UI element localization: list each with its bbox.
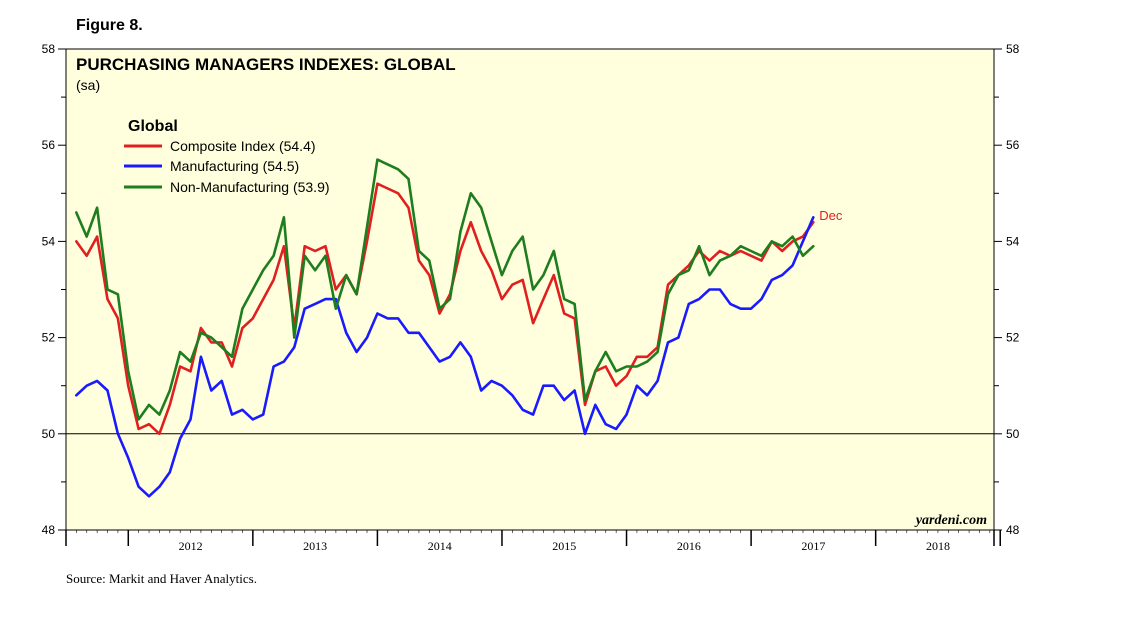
series-line-manufacturing (75, 216, 815, 498)
y-tick-label-left: 52 (42, 331, 56, 345)
chart-subtitle: (sa) (76, 77, 100, 93)
watermark: yardeni.com (914, 513, 987, 528)
y-tick-label-right: 48 (1006, 523, 1020, 537)
x-tick-label: 2013 (303, 539, 327, 553)
legend-label-manufacturing: Manufacturing (54.5) (170, 158, 299, 174)
y-tick-label-left: 56 (42, 138, 56, 152)
x-tick-label: 2012 (179, 539, 203, 553)
legend-title: Global (128, 118, 178, 135)
plot-area (65, 48, 995, 531)
chart-title: PURCHASING MANAGERS INDEXES: GLOBAL (76, 55, 456, 74)
y-tick-label-left: 48 (42, 523, 56, 537)
x-tick-label: 2018 (926, 539, 950, 553)
legend: Global Composite Index (54.4) Manufactur… (124, 118, 330, 195)
y-tick-label-right: 58 (1006, 42, 1020, 56)
figure-label: Figure 8. (76, 17, 143, 34)
end-label: Dec (819, 208, 843, 223)
y-tick-label-left: 50 (42, 427, 56, 441)
x-tick-label: 2015 (552, 539, 576, 553)
y-tick-label-right: 56 (1006, 138, 1020, 152)
x-tick-label: 2017 (801, 539, 825, 553)
legend-label-non-manufacturing: Non-Manufacturing (53.9) (170, 179, 330, 195)
source-note: Source: Markit and Haver Analytics. (66, 571, 257, 586)
series-line-non_manufacturing (75, 158, 815, 421)
x-tick-label: 2016 (677, 539, 701, 553)
y-tick-label-right: 54 (1006, 234, 1020, 248)
y-tick-label-right: 52 (1006, 331, 1020, 345)
x-tick-label: 2014 (428, 539, 452, 553)
y-tick-label-right: 50 (1006, 427, 1020, 441)
legend-label-composite: Composite Index (54.4) (170, 138, 316, 154)
y-tick-label-left: 58 (42, 42, 56, 56)
y-tick-label-left: 54 (42, 234, 56, 248)
